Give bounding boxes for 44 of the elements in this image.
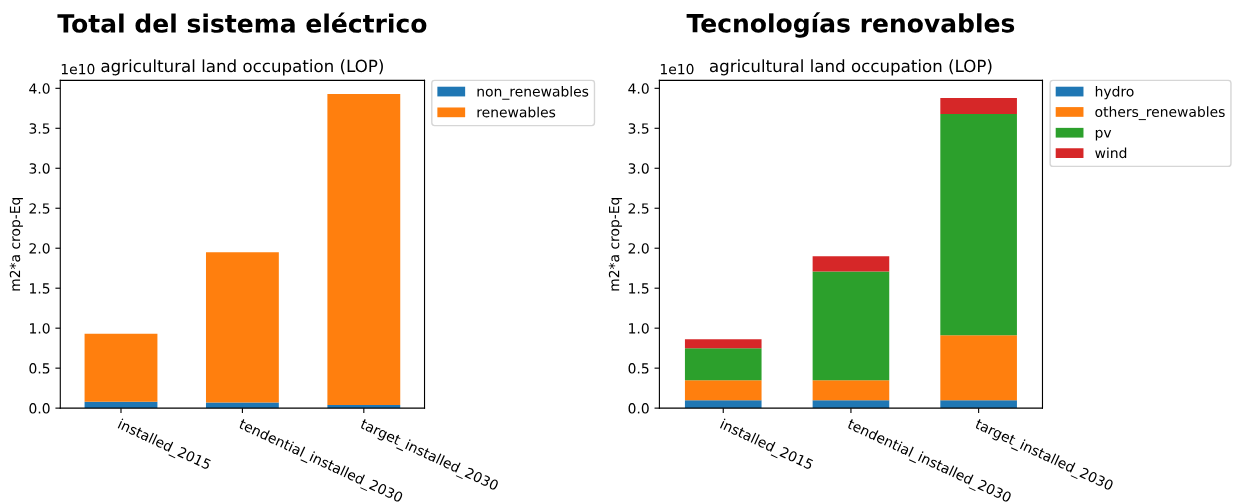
- y-tick-label: 4.0: [628, 83, 649, 94]
- bar: [812, 380, 890, 401]
- y-tick-label: 2.0: [628, 243, 649, 254]
- chart-subtitle: agricultural land occupation (LOP): [101, 59, 383, 76]
- legend-label: renewables: [477, 106, 556, 118]
- bar: [940, 113, 1017, 336]
- bar: [812, 271, 890, 381]
- bar: [205, 252, 279, 403]
- y-tick-label: 0.0: [628, 403, 649, 414]
- y-tick-label: 2.0: [29, 243, 50, 254]
- bar: [327, 93, 401, 405]
- y-tick-label: 2.5: [628, 203, 649, 214]
- y-tick-label: 1.5: [30, 283, 50, 294]
- y-tick-label: 4.0: [29, 83, 50, 94]
- y-tick-label: 3.0: [29, 163, 50, 174]
- chart-subtitle: agricultural land occupation (LOP): [709, 59, 992, 76]
- bar: [684, 339, 762, 349]
- y-axis-title: m2*a crop-Eq: [608, 197, 623, 291]
- bar: [84, 333, 158, 402]
- bar: [684, 380, 762, 401]
- chart-title: Total del sistema eléctrico: [57, 12, 427, 33]
- y-tick-label: 1.5: [629, 283, 649, 294]
- y-tick-label: 1.0: [629, 323, 649, 334]
- y-tick-label: 0.5: [628, 363, 649, 374]
- y-tick-label: 0.5: [29, 363, 50, 374]
- y-tick-label: 3.5: [29, 123, 50, 134]
- y-tick-label: 2.5: [29, 203, 50, 214]
- y-axis-title: m2*a crop-Eq: [9, 197, 23, 291]
- bar: [812, 256, 890, 272]
- chart-title: Tecnologías renovables: [686, 12, 1015, 38]
- legend-label: pv: [1095, 129, 1112, 141]
- bar: [684, 348, 762, 381]
- y-tick-label: 0.0: [29, 403, 50, 414]
- legend-label: wind: [1095, 147, 1127, 159]
- legend-label: others_renewables: [1095, 106, 1225, 121]
- bar: [940, 335, 1017, 401]
- legend-label: non_renewables: [477, 85, 589, 100]
- text: 1e10: [61, 63, 95, 75]
- y-tick-label: 1.0: [30, 323, 50, 334]
- y-tick-label: 3.0: [628, 163, 649, 174]
- bar: [940, 97, 1017, 114]
- legend-label: hydro: [1095, 85, 1134, 100]
- text: 1e10: [660, 63, 694, 75]
- y-tick-label: 3.5: [628, 123, 649, 134]
